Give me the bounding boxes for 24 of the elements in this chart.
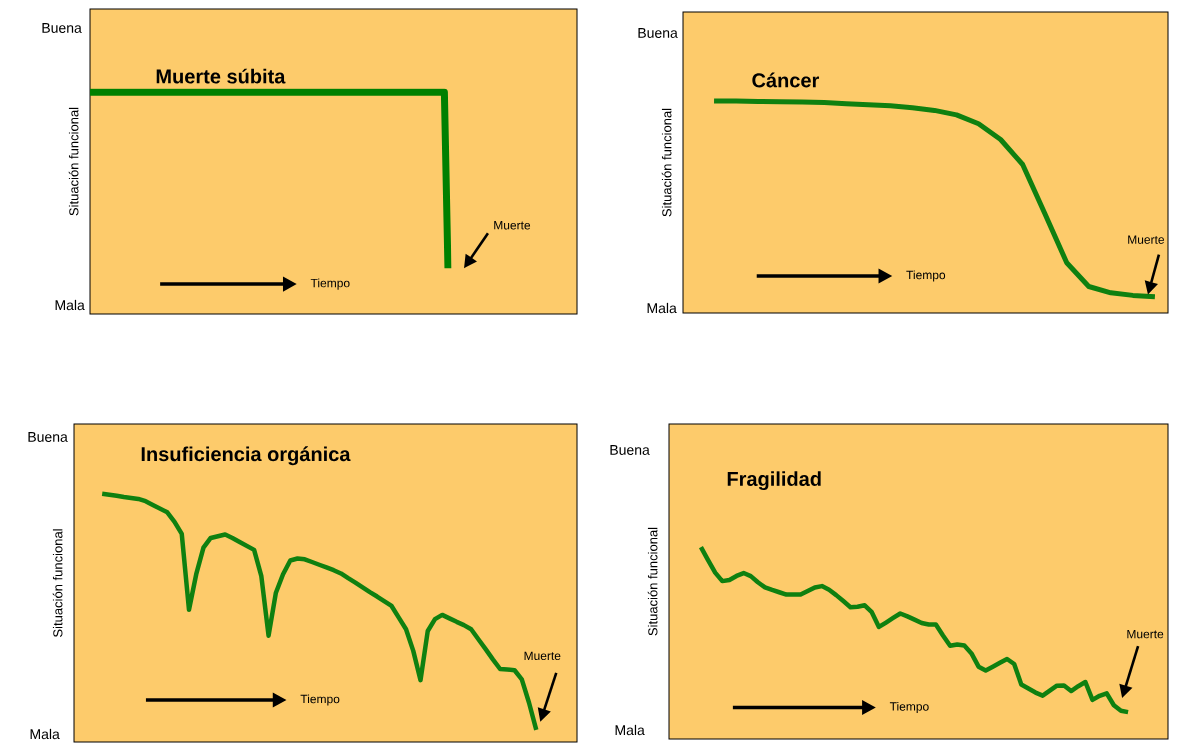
text: Mala bbox=[55, 299, 85, 311]
y-axis-title: Situación funcional bbox=[68, 107, 79, 216]
text: Mala bbox=[30, 728, 60, 740]
text: Mala bbox=[615, 724, 645, 736]
text: Buena bbox=[638, 28, 678, 38]
y-axis-title: Situación funcional bbox=[52, 529, 63, 637]
annotation: Muerte bbox=[524, 651, 561, 661]
annotation: Muerte bbox=[1127, 629, 1164, 639]
x-axis-title: Tiempo bbox=[300, 694, 340, 706]
text: Muerte bbox=[494, 221, 531, 230]
y-axis-title: Situación funcional bbox=[661, 108, 672, 217]
chart-title: Muerte súbita bbox=[156, 68, 286, 84]
chart-title: Cáncer bbox=[752, 72, 820, 88]
text: Buena bbox=[42, 23, 82, 33]
text: Mala bbox=[647, 302, 677, 314]
chart-title: Fragilidad bbox=[727, 471, 821, 491]
text: Buena bbox=[28, 432, 68, 442]
text: Buena bbox=[610, 445, 650, 455]
x-axis-title: Tiempo bbox=[906, 270, 946, 282]
x-axis-title: Tiempo bbox=[310, 278, 350, 290]
y-axis-title: Situación funcional bbox=[647, 527, 658, 636]
x-axis-title: Tiempo bbox=[889, 701, 929, 714]
annotation: Muerte bbox=[1128, 235, 1165, 244]
chart-title: Insuficiencia orgánica bbox=[141, 446, 351, 466]
